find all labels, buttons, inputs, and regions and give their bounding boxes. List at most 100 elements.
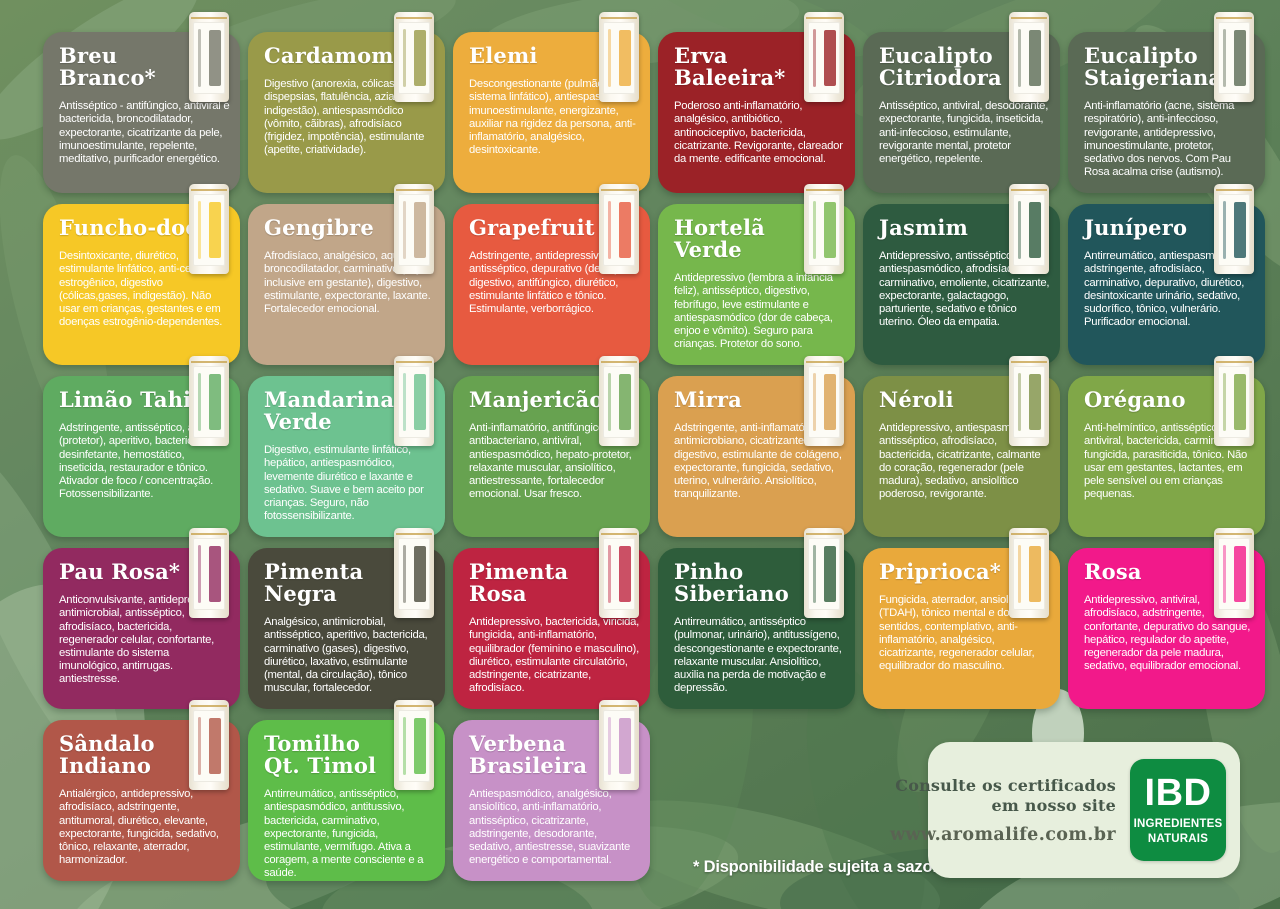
bottle-label	[398, 22, 430, 94]
oil-card-verbena-brasileira: Verbena Brasileira Antiespasmódico, anal…	[453, 700, 650, 881]
oil-name: Rosa	[1084, 559, 1142, 584]
bottle-label	[398, 710, 430, 782]
oil-description: Antidepressivo, antiviral, afrodisíaco, …	[1084, 594, 1251, 672]
oil-card-gengibre: Gengibre Afrodisíaco, analgésico, aquece…	[248, 184, 445, 365]
oil-name: Erva Baleeira*	[674, 43, 786, 91]
bottle-vertical-text	[608, 373, 611, 431]
bottle-botanical-art	[414, 546, 426, 602]
oil-cards-grid: Breu Branco* Antisséptico - antifúngico,…	[43, 12, 1265, 881]
bottle-gold-rim	[1011, 533, 1047, 535]
certificate-line1: Consulte os certificados	[895, 775, 1116, 795]
oil-card-grapefruit: Grapefruit Adstringente, antidepressivo,…	[453, 184, 650, 365]
bottle-botanical-art	[1029, 30, 1041, 86]
bottle-gold-rim	[806, 17, 842, 19]
bottle-vertical-text	[1223, 373, 1226, 431]
bottle-botanical-art	[1234, 202, 1246, 258]
oil-description: Anti-inflamatório (acne, sistema respira…	[1084, 100, 1235, 178]
bottle-label	[398, 538, 430, 610]
bottle-botanical-art	[1234, 546, 1246, 602]
oil-name: Eucalipto Staigeriana	[1084, 43, 1223, 91]
bottle-botanical-art	[824, 202, 836, 258]
oil-card-oregano: Orégano Anti-helmíntico, antisséptico, a…	[1068, 356, 1265, 537]
bottle-gold-rim	[601, 533, 637, 535]
oil-name: Grapefruit	[469, 215, 595, 240]
bottle-botanical-art	[209, 30, 221, 86]
oil-bottle-image	[599, 356, 639, 446]
bottle-gold-rim	[601, 705, 637, 707]
oil-card-erva-baleeira: Erva Baleeira* Poderoso anti-inflamatóri…	[658, 12, 855, 193]
oil-bottle-image	[1214, 528, 1254, 618]
bottle-label	[193, 22, 225, 94]
oil-bottle-image	[189, 12, 229, 102]
bottle-label	[603, 22, 635, 94]
bottle-label	[603, 194, 635, 266]
oil-name: Junípero	[1084, 215, 1188, 240]
oil-card-pinho-siberiano: Pinho Siberiano Antirreumático, antissép…	[658, 528, 855, 709]
bottle-botanical-art	[619, 30, 631, 86]
bottle-vertical-text	[403, 373, 406, 431]
oil-name: Breu Branco*	[59, 43, 156, 91]
oil-card-elemi: Elemi Descongestionante (pulmão e sistem…	[453, 12, 650, 193]
bottle-botanical-art	[414, 30, 426, 86]
oil-name: Pinho Siberiano	[674, 559, 789, 607]
oil-card-jasmim: Jasmim Antidepressivo, antisséptico, ant…	[863, 184, 1060, 365]
oil-bottle-image	[1214, 356, 1254, 446]
bottle-label	[808, 194, 840, 266]
bottle-gold-rim	[396, 361, 432, 363]
oil-description: Antirreumático, antiespasmódico, adstrin…	[1084, 250, 1245, 328]
bottle-gold-rim	[1011, 361, 1047, 363]
ibd-logo-acronym: IBD	[1144, 772, 1212, 815]
bottle-gold-rim	[191, 533, 227, 535]
bottle-label	[1013, 366, 1045, 438]
bottle-label	[603, 366, 635, 438]
oil-description: Anti-inflamatório, antifúngico, antibact…	[469, 422, 632, 500]
oil-bottle-image	[394, 700, 434, 790]
bottle-label	[1218, 366, 1250, 438]
bottle-botanical-art	[414, 374, 426, 430]
bottle-vertical-text	[1223, 545, 1226, 603]
oil-description: Antisséptico, antiviral, desodorante, ex…	[879, 100, 1049, 165]
oil-card-breu-branco: Breu Branco* Antisséptico - antifúngico,…	[43, 12, 240, 193]
bottle-gold-rim	[396, 189, 432, 191]
bottle-gold-rim	[191, 705, 227, 707]
oil-bottle-image	[394, 356, 434, 446]
bottle-gold-rim	[1216, 361, 1252, 363]
oil-bottle-image	[394, 528, 434, 618]
oil-description: Antirreumático, antisséptico (pulmonar, …	[674, 616, 842, 694]
oil-card-manjericao: Manjericão Anti-inflamatório, antifúngic…	[453, 356, 650, 537]
bottle-label	[1218, 194, 1250, 266]
bottle-vertical-text	[813, 29, 816, 87]
certificate-text: Consulte os certificados em nosso site w…	[890, 776, 1116, 845]
oil-description: Poderoso anti-inflamatório, analgésico, …	[674, 100, 843, 165]
bottle-label	[193, 366, 225, 438]
bottle-vertical-text	[198, 545, 201, 603]
oil-bottle-image	[804, 12, 844, 102]
bottle-vertical-text	[403, 717, 406, 775]
oil-bottle-image	[189, 528, 229, 618]
bottle-label	[1013, 194, 1045, 266]
oil-card-mirra: Mirra Adstringente, anti-inflamatório, a…	[658, 356, 855, 537]
bottle-vertical-text	[1223, 201, 1226, 259]
bottle-vertical-text	[1018, 201, 1021, 259]
oil-description: Adstringente, antisséptico, antiviral (p…	[59, 422, 225, 500]
bottle-gold-rim	[1216, 533, 1252, 535]
oil-name: Funcho-doce	[59, 215, 212, 240]
bottle-botanical-art	[1234, 30, 1246, 86]
bottle-vertical-text	[198, 201, 201, 259]
oil-description: Desintoxicante, diurético, estimulante l…	[59, 250, 224, 328]
bottle-label	[398, 366, 430, 438]
oil-bottle-image	[189, 700, 229, 790]
bottle-vertical-text	[608, 717, 611, 775]
certificate-line2: em nosso site	[991, 795, 1116, 815]
oil-description: Antiespasmódico, analgésico, ansiolítico…	[469, 788, 631, 866]
oil-card-junipero: Junípero Antirreumático, antiespasmódico…	[1068, 184, 1265, 365]
oil-bottle-image	[599, 700, 639, 790]
oil-card-priprioca: Priprioca* Fungicida, aterrador, ansiolí…	[863, 528, 1060, 709]
oil-card-funcho-doce: Funcho-doce Desintoxicante, diurético, e…	[43, 184, 240, 365]
bottle-botanical-art	[619, 202, 631, 258]
certificate-box: Consulte os certificados em nosso site w…	[890, 742, 1240, 878]
oil-description: Antidepressivo, bactericida, viricida, f…	[469, 616, 640, 694]
bottle-botanical-art	[414, 718, 426, 774]
bottle-label	[193, 194, 225, 266]
oil-description: Anticonvulsivante, antidepressivo, antim…	[59, 594, 221, 685]
